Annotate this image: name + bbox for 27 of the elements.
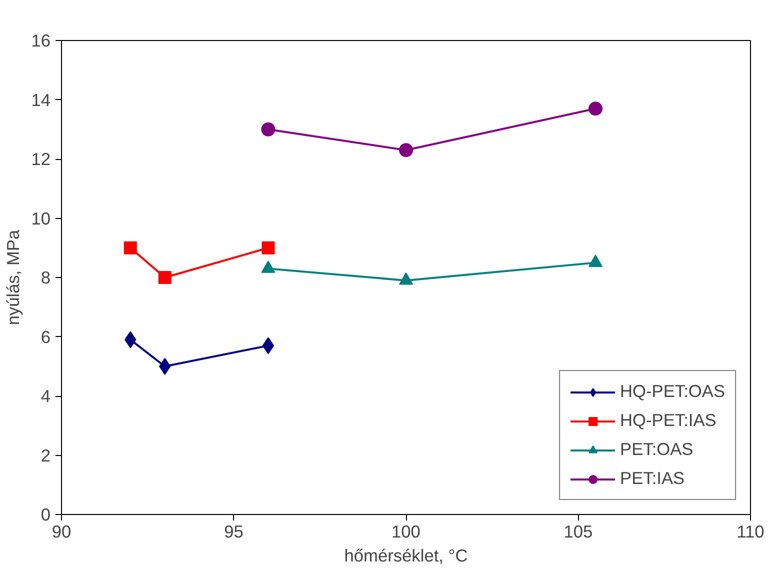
y-tick-label: 2: [40, 445, 51, 466]
x-axis-title: hőmérséklet, °C: [344, 546, 468, 566]
y-tick-label: 4: [40, 386, 51, 406]
y-tick-label: 12: [31, 149, 51, 169]
y-tick-label: 16: [31, 30, 51, 50]
point: [261, 122, 276, 136]
y-axis-title: nyúlás, MPa: [3, 229, 24, 326]
x-tick-label: 90: [52, 522, 72, 542]
legend-label: HQ-PET:IAS: [620, 410, 716, 431]
legend-label: PET:OAS: [620, 439, 694, 460]
y-tick-label: 10: [31, 208, 51, 228]
point: [588, 102, 602, 116]
point: [262, 241, 275, 254]
x-tick-label: 95: [224, 522, 244, 542]
point: [262, 337, 274, 354]
y-tick-label: 8: [40, 268, 51, 288]
y-tick-label: 0: [40, 504, 51, 524]
y-tick-label: 6: [40, 326, 51, 347]
y-tick-label: 14: [31, 90, 51, 110]
point: [399, 143, 413, 158]
x-tick-label: 100: [392, 522, 420, 542]
point: [124, 241, 137, 254]
x-tick-label: 110: [736, 522, 764, 542]
legend-label: HQ-PET:OAS: [620, 381, 725, 402]
x-tick-label: 105: [564, 522, 593, 542]
legend-label: PET:IAS: [620, 468, 685, 489]
point: [158, 271, 172, 284]
